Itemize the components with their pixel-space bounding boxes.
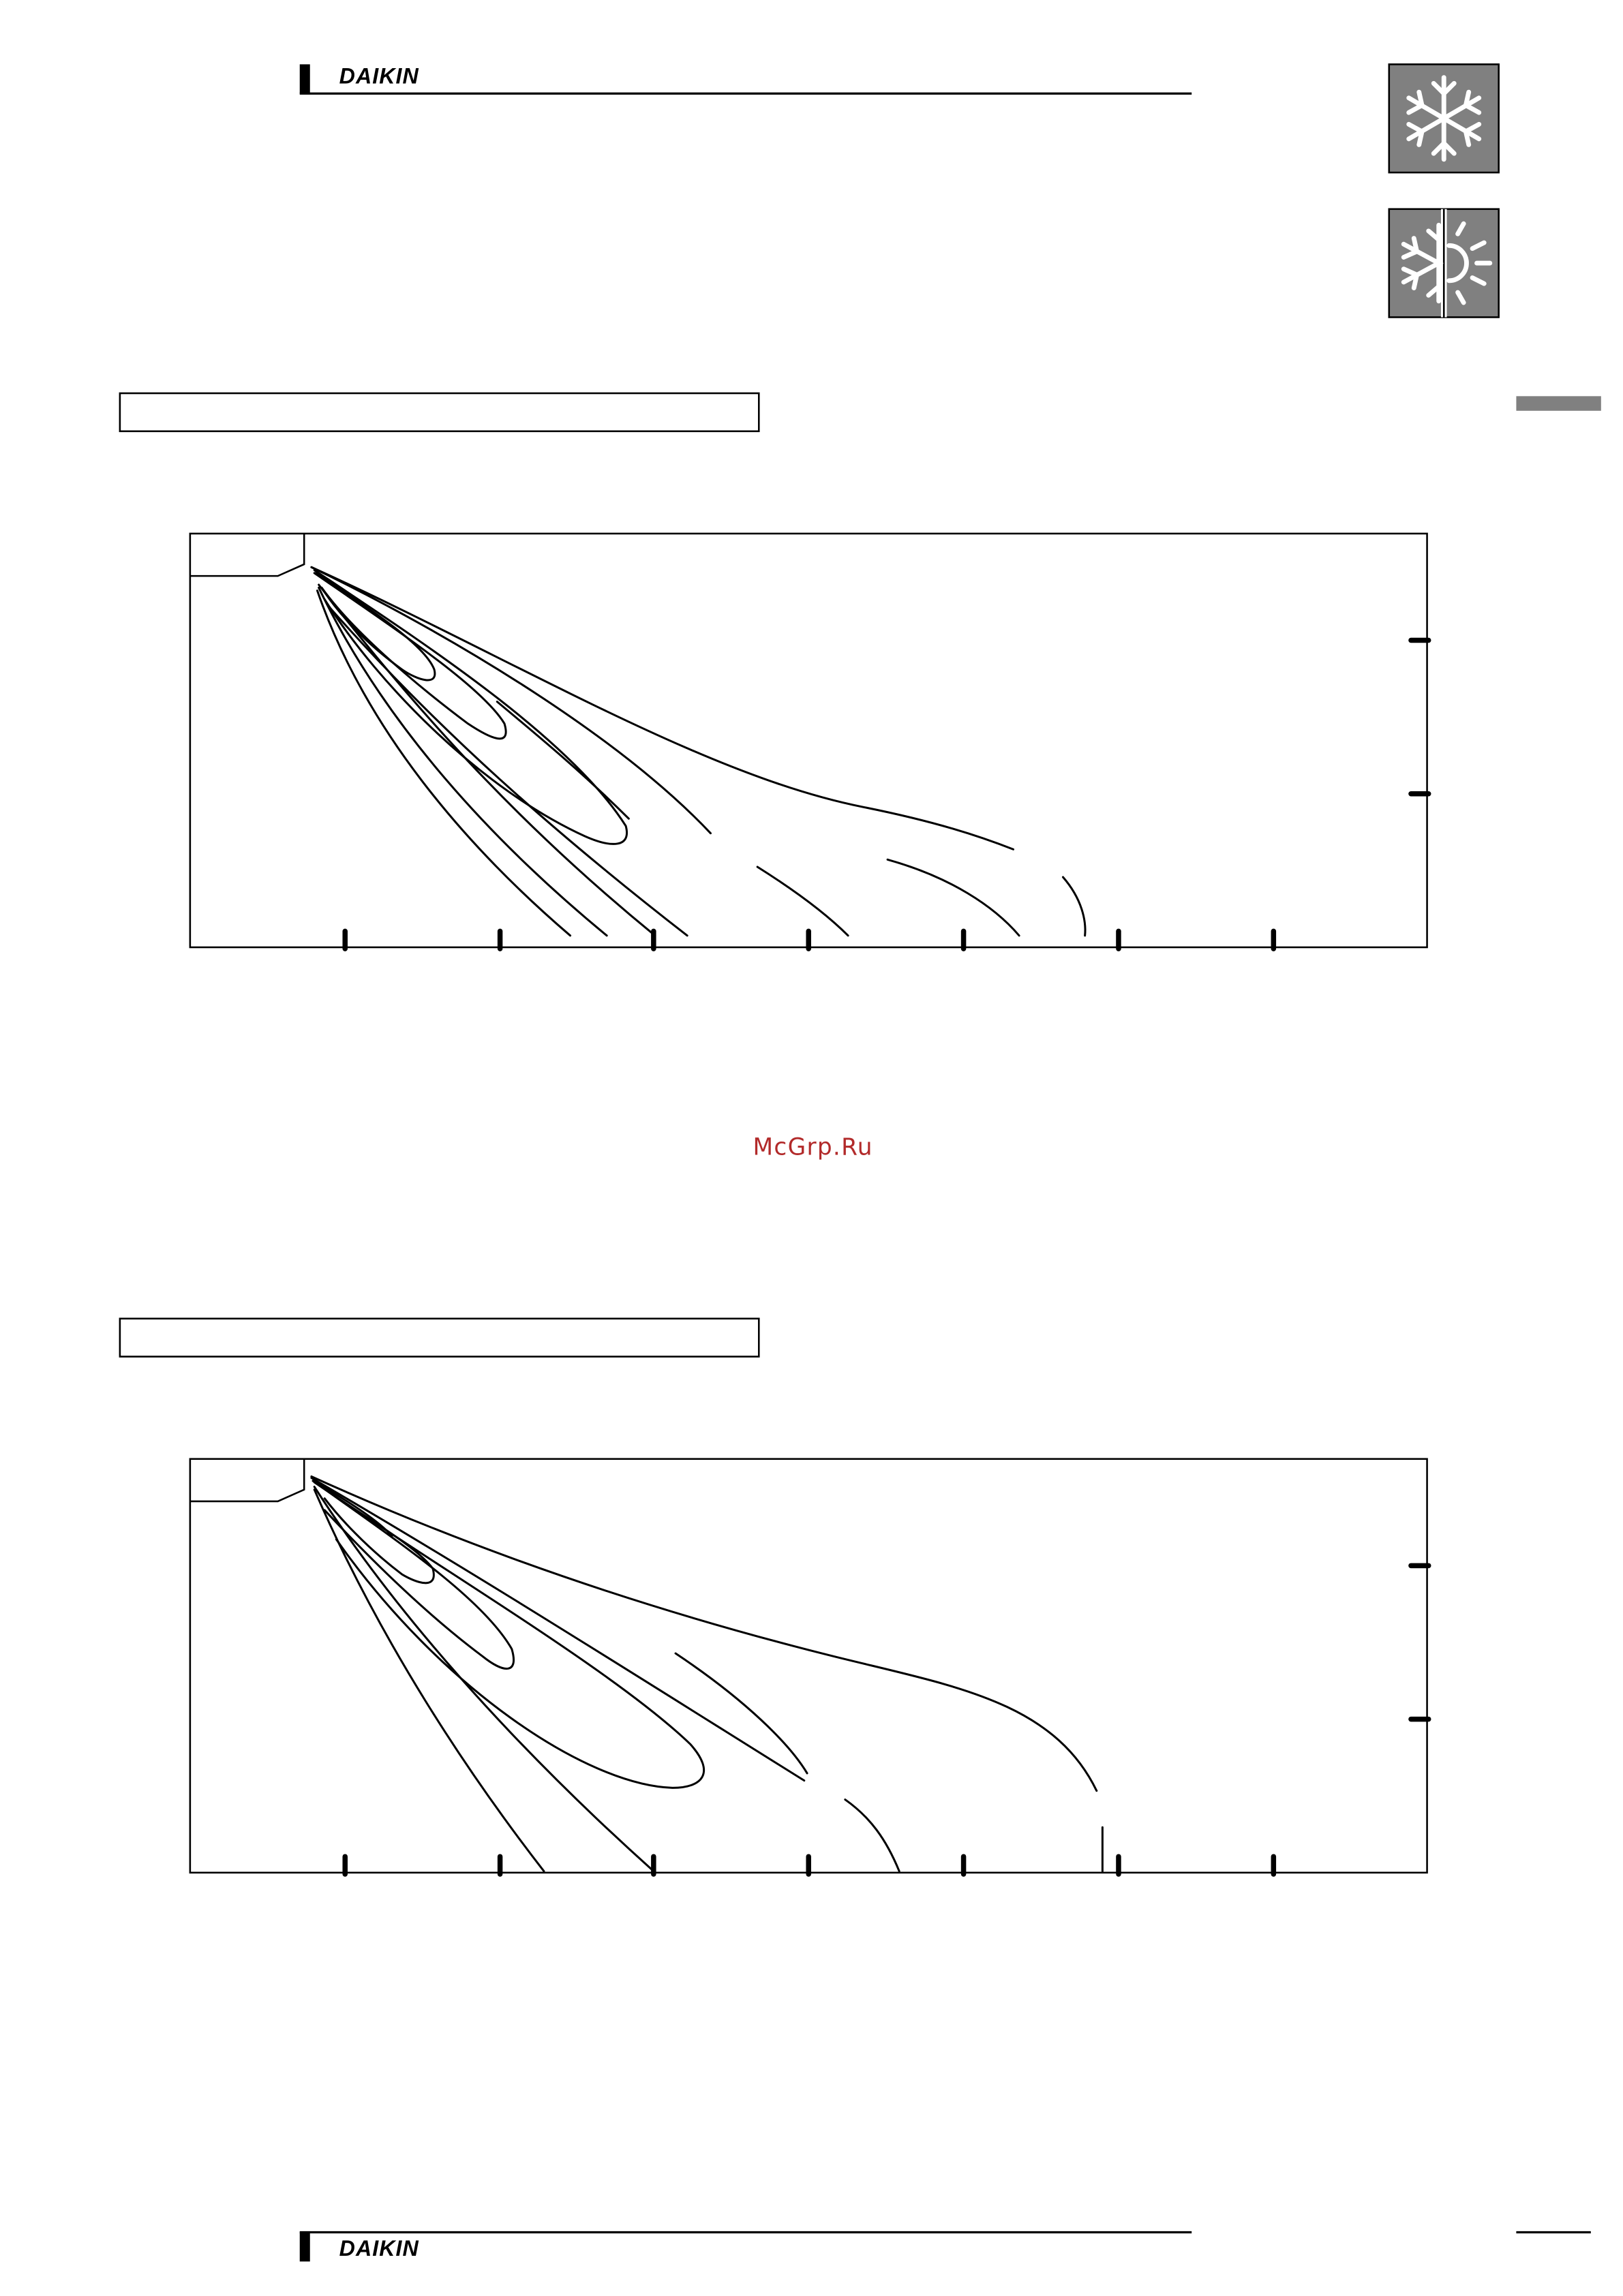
footer-brand: DAIKIN <box>339 2236 419 2261</box>
section-title-box <box>119 392 760 433</box>
heatpump-icon <box>1388 208 1500 318</box>
section-title-box <box>119 1317 760 1358</box>
header-bar <box>299 64 310 94</box>
air-distribution-diagram <box>189 532 1431 951</box>
watermark: McGrp.Ru <box>753 1134 873 1161</box>
air-distribution-diagram <box>189 1458 1431 1877</box>
cooling-icon <box>1388 63 1500 174</box>
header-brand: DAIKIN <box>339 63 419 88</box>
footer-bar <box>299 2232 310 2262</box>
tab-marker <box>1516 396 1601 411</box>
